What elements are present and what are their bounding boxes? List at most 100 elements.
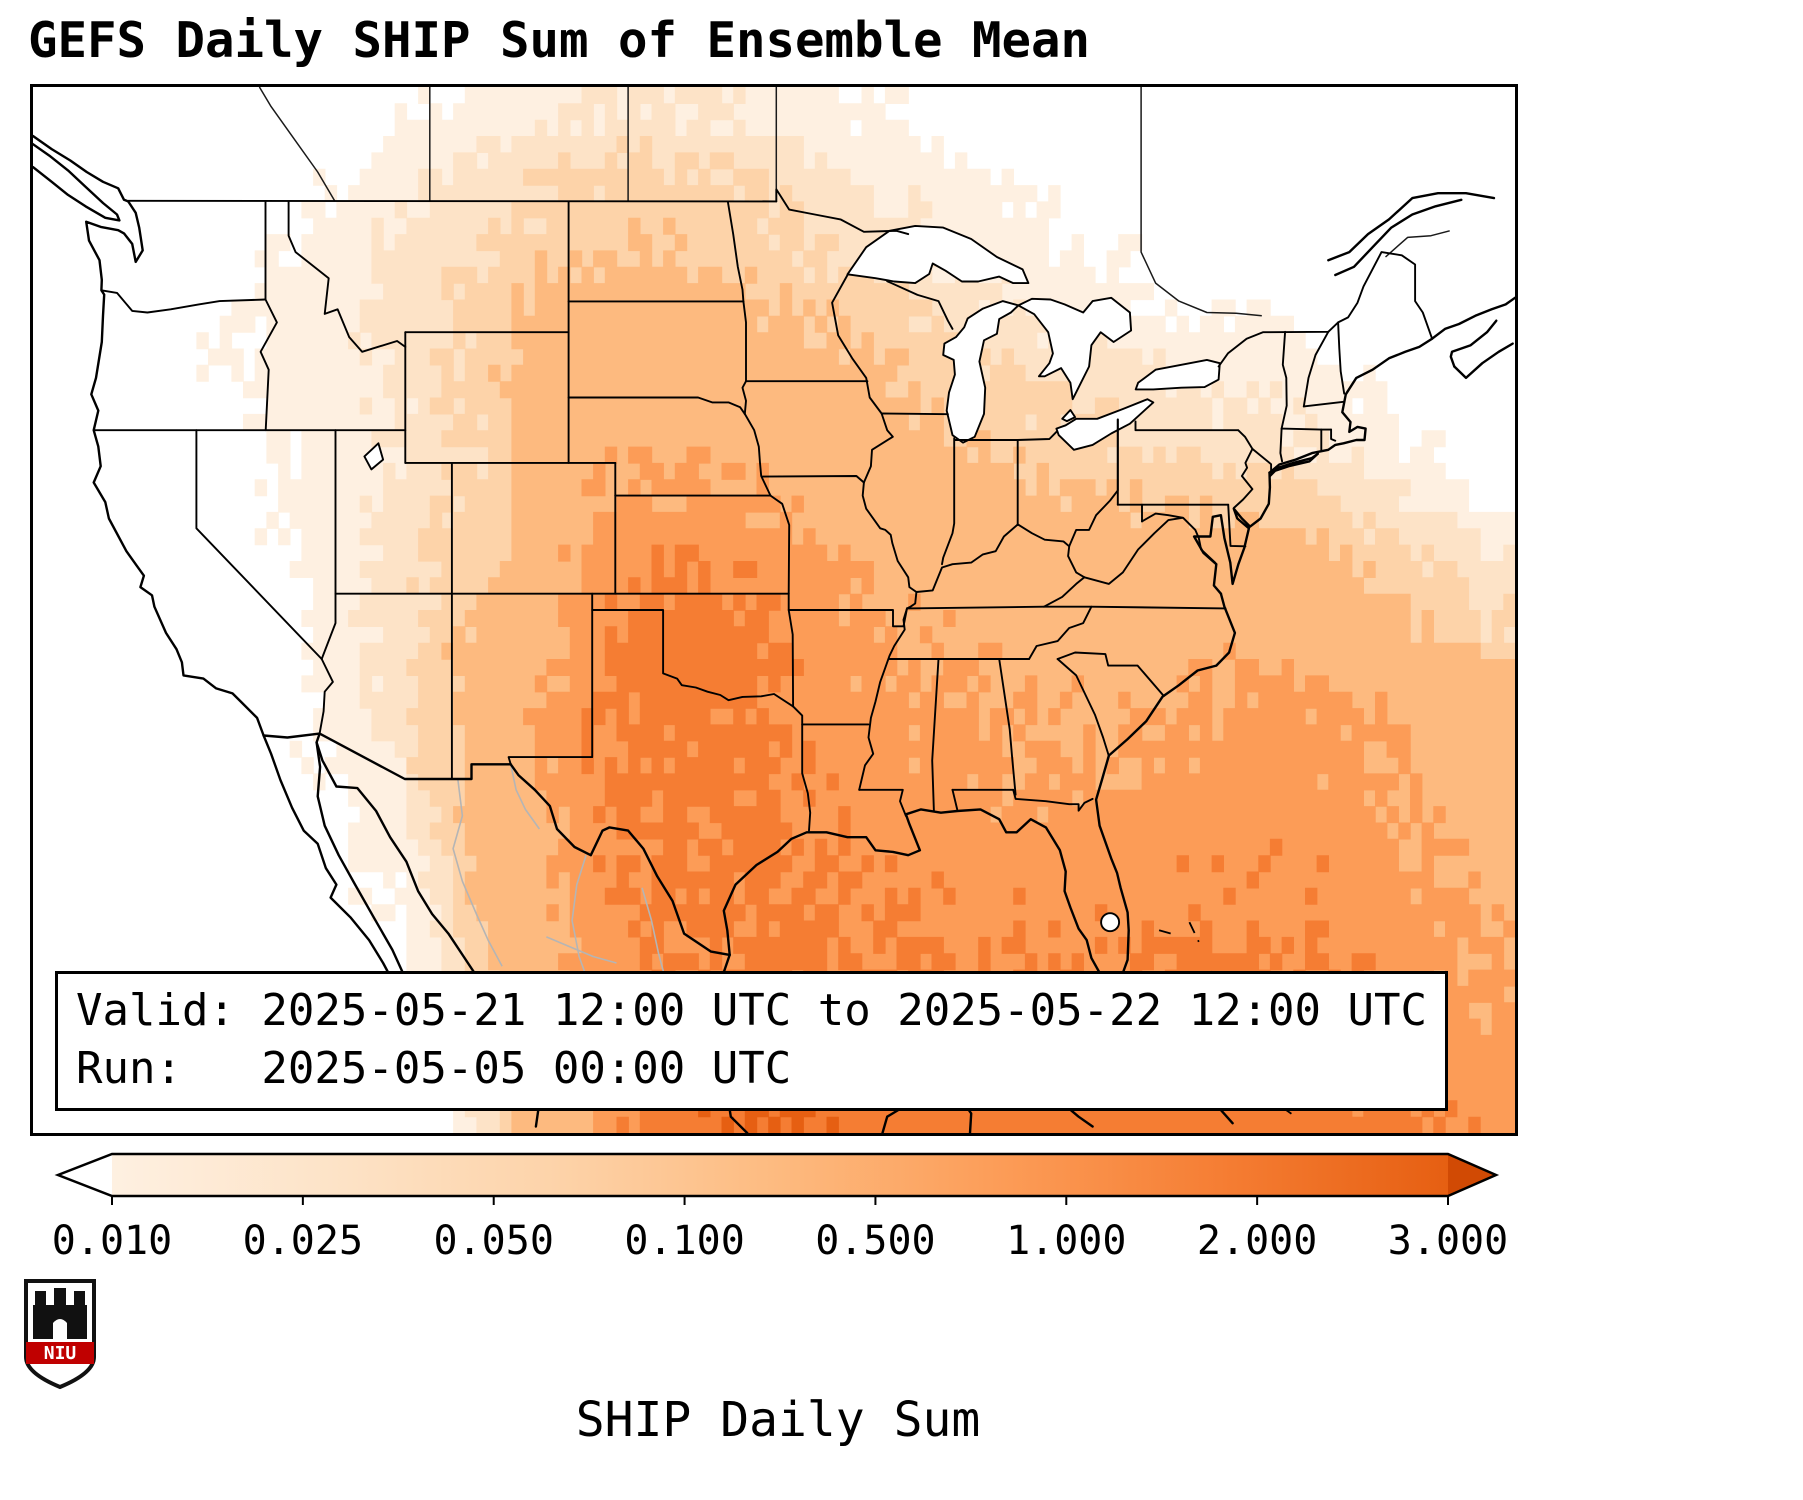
us-state-border <box>998 658 1017 796</box>
country-border <box>775 188 910 236</box>
us-state-border <box>1134 420 1240 432</box>
colorbar-label: SHIP Daily Sum <box>575 1392 981 1448</box>
country-border <box>1217 251 1434 368</box>
country-border <box>127 199 778 203</box>
page-title: GEFS Daily SHIP Sum of Ensemble Mean <box>28 12 1091 69</box>
run-text: Run: 2025-05-05 00:00 UTC <box>76 1042 792 1094</box>
us-state-border <box>726 200 745 303</box>
lake-outline <box>1017 296 1133 401</box>
us-state-border <box>100 289 267 314</box>
us-state-border <box>1302 400 1345 408</box>
valid-text: Valid: 2025-05-21 12:00 UTC to 2025-05-2… <box>76 984 1428 1036</box>
mexico-state-border <box>571 854 590 983</box>
heatmap-cells <box>523 446 1515 1133</box>
mexico-state-border <box>546 936 617 964</box>
canada-province-border <box>1385 230 1450 258</box>
niu-logo: NIU <box>20 1278 100 1390</box>
us-state-border <box>1056 658 1110 758</box>
coastline <box>1192 471 1272 595</box>
mexico-state-border <box>509 764 541 830</box>
us-state-border <box>858 607 908 791</box>
coastline <box>1430 296 1515 340</box>
us-state-border <box>886 280 954 330</box>
us-state-border <box>1330 428 1337 442</box>
us-state-border <box>318 658 334 735</box>
coastline <box>33 143 121 222</box>
us-state-border <box>1251 447 1273 473</box>
us-state-border <box>941 437 956 566</box>
us-state-border <box>787 607 908 628</box>
coastline <box>1453 342 1514 380</box>
us-state-border <box>741 300 747 415</box>
us-state-border <box>507 592 594 766</box>
us-state-border <box>591 609 795 708</box>
us-state-border <box>1043 576 1086 608</box>
lake-outline <box>846 224 1030 285</box>
colorbar-tick-label: 0.025 <box>243 1218 363 1264</box>
mexico-state-border <box>452 778 503 967</box>
us-state-border <box>320 429 337 660</box>
niu-banner: NIU <box>26 1342 94 1364</box>
us-state-border <box>1232 429 1254 509</box>
canada-province-border <box>258 87 336 202</box>
lake-outline <box>1055 398 1155 451</box>
coastline <box>1268 337 1434 474</box>
heatmap-cells <box>196 87 1515 1133</box>
us-state-border <box>792 705 812 832</box>
colorbar-tick-label: 0.500 <box>815 1218 935 1264</box>
us-state-border <box>287 200 407 353</box>
colorbar-tick-label: 0.050 <box>434 1218 554 1264</box>
us-state-border <box>1279 330 1288 463</box>
us-state-border <box>1280 427 1333 431</box>
island-dashed <box>1188 921 1200 943</box>
coastline <box>509 763 731 957</box>
coastline <box>85 200 265 737</box>
colorbar-gradient <box>112 1154 1448 1196</box>
us-state-border <box>1012 788 1094 812</box>
lake-outline <box>942 300 1020 444</box>
lake-okeechobee <box>1100 912 1121 933</box>
us-state-border <box>953 430 1058 441</box>
coastline <box>1449 319 1498 368</box>
us-state-border <box>1067 545 1086 579</box>
us-state-border <box>769 494 791 595</box>
us-state-border <box>931 658 940 812</box>
castle-icon <box>33 1288 87 1339</box>
us-state-border <box>195 429 323 660</box>
canada-province-border <box>1140 87 1262 317</box>
coastline <box>1334 198 1463 277</box>
colorbar-tick-label: 2.000 <box>1197 1218 1317 1264</box>
map-frame: Valid: 2025-05-21 12:00 UTC to 2025-05-2… <box>30 84 1518 1136</box>
colorbar-tick-label: 3.000 <box>1388 1218 1508 1264</box>
us-state-border <box>259 298 278 432</box>
us-state-border <box>951 788 959 811</box>
us-state-border <box>760 475 865 484</box>
niu-logo-svg: NIU <box>24 1279 96 1390</box>
colorbar-tick-label: 0.010 <box>52 1218 172 1264</box>
us-state-border <box>880 412 949 416</box>
mexico-state-border <box>641 887 667 980</box>
colorbar-tick-label: 1.000 <box>1006 1218 1126 1264</box>
us-state-border <box>743 412 772 497</box>
valid-run-box: Valid: 2025-05-21 12:00 UTC to 2025-05-2… <box>55 970 1449 1111</box>
us-state-border <box>1227 503 1247 548</box>
us-state-border <box>567 396 746 415</box>
coastline <box>262 732 512 781</box>
us-state-border <box>1337 321 1346 395</box>
coastline <box>1094 592 1237 983</box>
colorbar: 0.010 0.025 0.050 0.100 0.500 1.000 2.000 3.000 <box>52 1152 1508 1264</box>
lake-outline <box>363 442 385 471</box>
coastline <box>722 808 1106 983</box>
niu-text: NIU <box>44 1343 77 1364</box>
us-state-border <box>831 274 918 593</box>
us-state-border <box>915 418 1119 593</box>
us-state-border <box>858 788 907 817</box>
coastline <box>33 134 130 203</box>
colorbar-tick-label: 0.100 <box>624 1218 744 1264</box>
colorbar-under-arrow <box>58 1154 112 1196</box>
us-state-border <box>1056 651 1165 697</box>
us-state-border <box>906 591 918 610</box>
coastline <box>1327 192 1496 262</box>
colorbar-wrap: 0.010 0.025 0.050 0.100 0.500 1.000 2.000 3.000 <box>0 1146 1803 1276</box>
